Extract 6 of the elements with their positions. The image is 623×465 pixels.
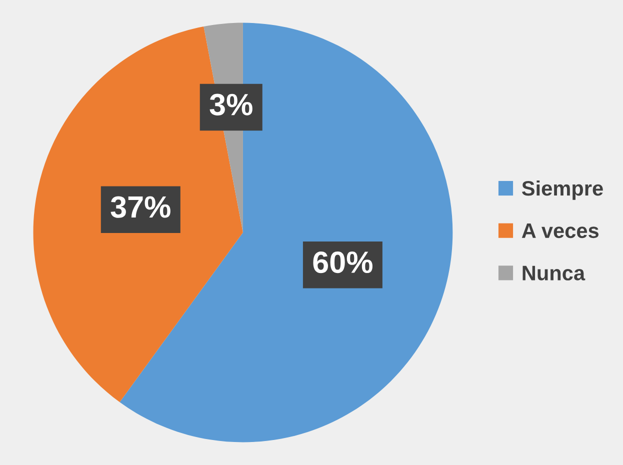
legend-label: A veces (522, 224, 599, 238)
legend-label: Nunca (522, 266, 586, 280)
legend-label: Siempre (522, 180, 603, 200)
data-label: 3% (210, 94, 252, 116)
data-label: 60% (313, 251, 372, 274)
data-label: 37% (110, 196, 170, 218)
